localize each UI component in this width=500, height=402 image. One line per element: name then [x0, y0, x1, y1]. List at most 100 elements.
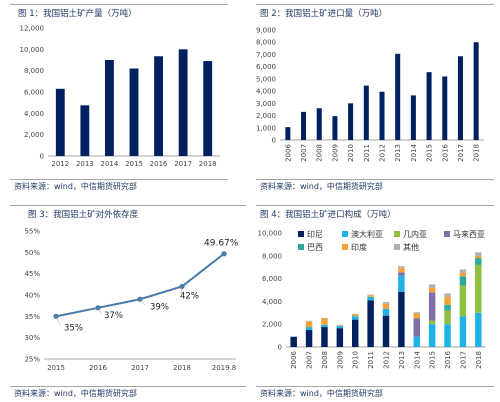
- y-tick-label: 8,000: [256, 39, 276, 47]
- legend-label: 印尼: [307, 230, 323, 239]
- legend-label: 马来西亚: [453, 230, 485, 239]
- stacked-bar-segment: [290, 336, 297, 347]
- data-label: 49.67%: [204, 239, 239, 249]
- bar: [80, 105, 90, 156]
- x-tick-label: 2008: [316, 144, 324, 162]
- x-tick-label: 2006: [284, 143, 292, 161]
- y-tick-label: 35%: [24, 313, 40, 321]
- y-tick-label: 9,000: [256, 27, 276, 35]
- stacked-bar-segment: [352, 316, 359, 320]
- data-label: 37%: [104, 311, 123, 321]
- x-tick-label: 2016: [444, 350, 452, 368]
- stacked-bar-segment: [428, 324, 436, 347]
- x-tick-label: 2011: [367, 351, 375, 369]
- x-tick-label: 2010: [347, 144, 355, 162]
- stacked-bar-segment: [444, 296, 451, 305]
- stacked-bar-segment: [475, 312, 482, 347]
- y-tick-label: 7,000: [256, 51, 276, 59]
- y-tick-label: 30%: [24, 334, 40, 342]
- stacked-bar-segment: [475, 264, 482, 313]
- stacked-bar-segment: [321, 327, 328, 347]
- y-tick-label: 3,000: [256, 100, 276, 108]
- y-tick-label: 6,000: [256, 63, 276, 71]
- label-leader: [97, 307, 102, 314]
- chart-3-source: 资料来源：wind，中信期货研究部: [14, 389, 137, 398]
- x-tick-label: 2018: [473, 144, 481, 162]
- stacked-bar-segment: [367, 295, 374, 297]
- bar: [332, 116, 338, 140]
- x-tick-label: 2017: [131, 364, 149, 372]
- chart-panel-1: 图 1：我国铝土矿产量（万吨） 0 2,000 4,000 6,000 8,000 10,…: [10, 4, 228, 194]
- stacked-bar-segment: [352, 314, 359, 317]
- x-tick-label: 2017: [174, 160, 192, 168]
- series-line: [55, 252, 225, 318]
- legend-label: 巴西: [307, 243, 323, 252]
- stacked-bar-segment: [398, 272, 405, 276]
- stacked-bar-segment: [459, 269, 467, 273]
- bar: [301, 111, 307, 140]
- x-tick-label: 2012: [51, 160, 69, 168]
- stacked-bar-segment: [382, 308, 390, 316]
- stacked-bar-segment: [321, 324, 328, 328]
- chart-panel-4: 图 4：我国铝土矿进口构成（万吨） 0 2,000 4,000 6,000 8,000 1…: [256, 205, 494, 400]
- bar: [395, 53, 401, 140]
- bar: [316, 108, 322, 140]
- stacked-bar-segment: [444, 304, 451, 311]
- x-tick-label: 2011: [363, 144, 371, 162]
- x-tick-label: 2015: [47, 364, 65, 372]
- bar: [203, 61, 213, 156]
- x-tick-label: 2016: [89, 364, 107, 372]
- chart-1-source: 资料来源：wind，中信期货研究部: [14, 182, 137, 191]
- chart-4-svg: 0 2,000 4,000 6,000 8,000 10,000 2006 2007 2008 2…: [258, 229, 486, 369]
- legend-swatch: [342, 244, 348, 250]
- data-label: 42%: [180, 291, 199, 301]
- x-tick-label: 2014: [413, 350, 421, 368]
- x-tick-label: 2014: [101, 160, 119, 168]
- bar: [442, 76, 448, 140]
- stacked-bar-segment: [428, 284, 436, 288]
- stacked-bar-segment: [475, 255, 482, 259]
- stacked-bar-segment: [336, 328, 344, 347]
- legend-swatch: [444, 231, 450, 237]
- x-tick-label: 2008: [321, 351, 329, 369]
- x-tick-label: 2016: [150, 160, 168, 168]
- y-tick-label: 1,000: [256, 124, 276, 132]
- bar: [348, 103, 354, 140]
- stacked-bar-segment: [336, 325, 344, 329]
- stacked-bar-segment: [444, 293, 451, 297]
- legend-label: 印度: [351, 242, 367, 252]
- bar: [363, 85, 369, 140]
- bar: [379, 91, 385, 140]
- y-tick-label: 55%: [24, 228, 40, 236]
- stacked-bar-segment: [413, 336, 420, 347]
- stacked-bar-segment: [459, 316, 467, 347]
- bar: [473, 42, 479, 140]
- y-tick-label: 12,000: [20, 25, 45, 33]
- y-tick-label: 0: [272, 137, 276, 145]
- x-tick-label: 2015: [125, 160, 143, 168]
- x-tick-label: 2013: [76, 160, 94, 168]
- stacked-bar-segment: [382, 315, 390, 347]
- stacked-bar-segment: [475, 252, 482, 256]
- y-tick-label: 40%: [24, 292, 40, 300]
- y-tick-label: 25%: [24, 356, 40, 364]
- stacked-bar-segment: [382, 303, 390, 309]
- data-point: [179, 283, 185, 290]
- stacked-bar-segment: [475, 258, 482, 265]
- stacked-bar-segment: [398, 267, 405, 273]
- y-tick-label: 50%: [24, 249, 40, 257]
- chart-1-svg: 0 2,000 4,000 6,000 8,000 10,000 12,000 2012 201…: [20, 25, 220, 168]
- chart-3-svg: 25% 30% 35% 40% 45% 50% 55% 35% 2015 37% 2016 39% 20…: [24, 228, 239, 373]
- chart-2-svg: 0 1,000 2,000 3,000 4,000 5,000 6,000 7,000 8,00…: [256, 27, 484, 162]
- stacked-bar-segment: [459, 272, 467, 277]
- stacked-bar-segment: [413, 313, 420, 319]
- x-tick-label: 2009: [331, 144, 339, 162]
- data-point: [95, 305, 101, 311]
- x-tick-label: 2019.8: [212, 364, 237, 372]
- stacked-bar-segment: [428, 320, 436, 325]
- x-tick-label: 2015: [429, 351, 437, 369]
- stacked-bar-segment: [336, 324, 344, 326]
- x-tick-label: 2007: [300, 144, 308, 162]
- x-tick-label: 2018: [199, 160, 217, 168]
- chart-1-title: 图 1：我国铝土矿产量（万吨）: [18, 9, 137, 19]
